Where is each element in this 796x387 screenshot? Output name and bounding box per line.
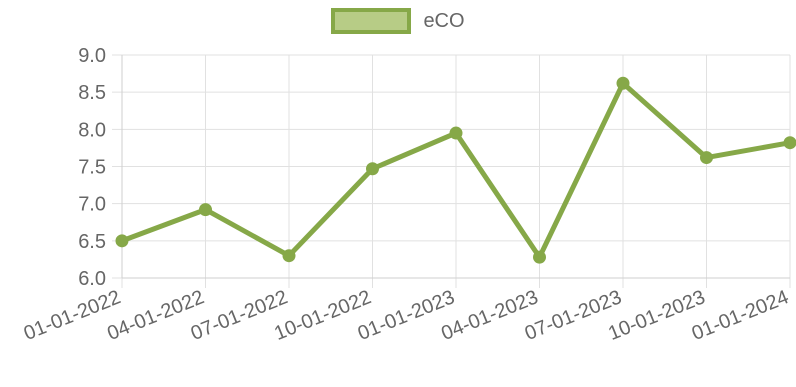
data-point[interactable]	[449, 126, 463, 140]
chart-legend[interactable]: eCO	[0, 6, 796, 36]
data-point[interactable]	[199, 203, 212, 217]
data-point[interactable]	[783, 136, 796, 150]
data-point[interactable]	[700, 151, 713, 165]
y-tick-label: 7.5	[78, 157, 106, 179]
y-tick-label: 7.0	[78, 194, 106, 216]
data-point[interactable]	[366, 162, 379, 176]
y-tick-label: 9.0	[78, 45, 106, 67]
y-tick-label: 8.5	[78, 82, 106, 104]
data-point[interactable]	[115, 234, 129, 248]
legend-swatch	[331, 8, 412, 34]
data-point[interactable]	[533, 250, 546, 264]
data-point[interactable]	[282, 249, 296, 263]
y-tick-label: 8.0	[78, 119, 106, 141]
y-tick-label: 6.5	[78, 231, 106, 253]
legend-label-eco: eCO	[423, 9, 465, 32]
y-tick-label: 6.0	[78, 268, 106, 290]
data-point[interactable]	[616, 76, 630, 90]
x-tick-label: 01-01-2024	[689, 286, 792, 345]
